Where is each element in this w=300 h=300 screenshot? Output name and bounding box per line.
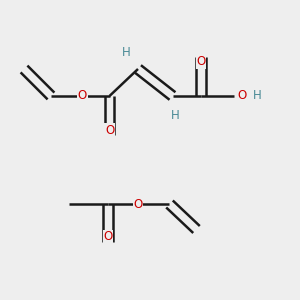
Text: O: O: [237, 89, 246, 103]
Text: O: O: [105, 124, 114, 137]
Text: O: O: [134, 197, 142, 211]
Text: H: H: [253, 89, 262, 103]
Text: H: H: [171, 109, 180, 122]
Text: O: O: [78, 89, 87, 103]
Text: O: O: [103, 230, 112, 244]
Text: H: H: [122, 46, 130, 59]
Text: O: O: [196, 55, 206, 68]
